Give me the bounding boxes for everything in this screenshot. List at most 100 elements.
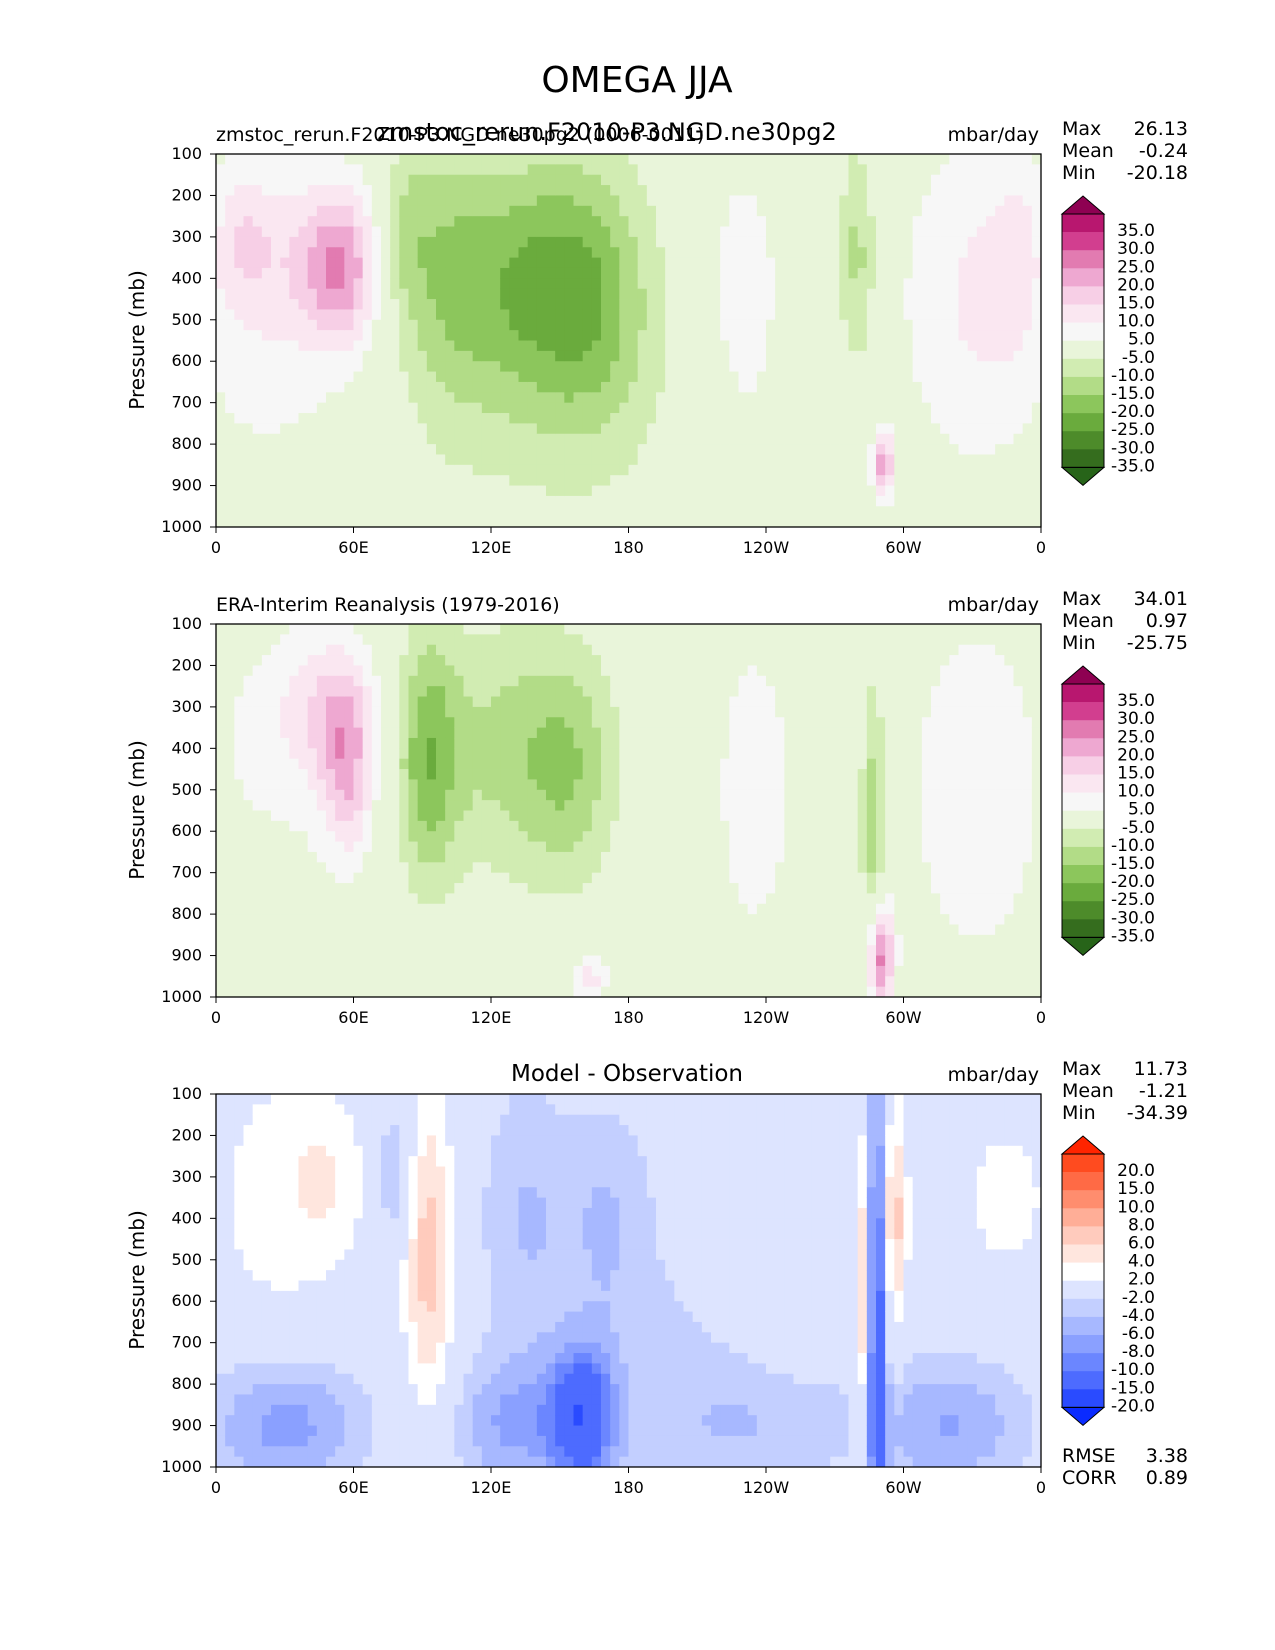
field-cell xyxy=(921,164,932,176)
field-cell xyxy=(601,820,611,832)
field-cell xyxy=(775,350,785,362)
field-cell xyxy=(738,267,749,279)
colorbar-label: -35.0 xyxy=(1111,456,1155,476)
field-cell xyxy=(271,195,281,207)
field-cell xyxy=(463,340,474,352)
field-cell xyxy=(536,247,547,259)
field-cell xyxy=(536,758,547,770)
field-cell xyxy=(335,758,345,770)
field-cell xyxy=(527,706,538,718)
field-cell xyxy=(1013,299,1024,310)
field-cell xyxy=(601,195,611,207)
field-cell xyxy=(555,485,565,497)
field-cell xyxy=(536,164,547,176)
field-cell xyxy=(353,727,364,739)
field-cell xyxy=(665,371,675,383)
field-cell xyxy=(307,495,318,507)
field-cell xyxy=(656,247,666,259)
field-cell xyxy=(564,862,574,874)
field-cell xyxy=(637,485,648,497)
field-cell xyxy=(793,299,804,310)
field-cell xyxy=(949,423,959,435)
field-cell xyxy=(216,924,226,936)
field-cell xyxy=(344,236,354,248)
field-cell xyxy=(298,371,309,383)
field-cell xyxy=(500,381,510,393)
field-cell xyxy=(775,278,785,290)
field-cell xyxy=(527,454,538,466)
field-cell xyxy=(986,257,996,269)
field-cell xyxy=(830,174,840,186)
field-cell xyxy=(967,288,978,300)
field-cell xyxy=(371,851,382,863)
field-cell xyxy=(601,267,611,279)
field-cell xyxy=(885,371,895,383)
field-cell xyxy=(426,423,437,435)
field-cell xyxy=(582,810,593,822)
field-cell xyxy=(775,164,785,176)
field-cell xyxy=(280,288,290,300)
field-cell xyxy=(472,675,483,687)
field-cell xyxy=(573,841,584,853)
field-cell xyxy=(949,278,959,290)
field-cell xyxy=(417,495,428,507)
field-cell xyxy=(967,464,978,476)
field-cell xyxy=(912,506,923,518)
field-cell xyxy=(344,319,354,331)
field-cell xyxy=(573,309,584,321)
field-cell xyxy=(252,330,263,341)
field-cell xyxy=(481,506,492,518)
field-cell xyxy=(555,883,565,894)
field-cell xyxy=(271,965,281,977)
field-cell xyxy=(381,893,391,905)
field-cell xyxy=(408,267,419,279)
field-cell xyxy=(436,665,446,677)
field-cell xyxy=(674,495,684,507)
field-cell xyxy=(381,965,391,977)
field-cell xyxy=(564,831,574,842)
field-cell xyxy=(601,758,611,770)
field-cell xyxy=(307,841,318,853)
field-cell xyxy=(500,444,510,455)
field-cell xyxy=(610,185,620,196)
field-cell xyxy=(656,195,666,207)
field-cell xyxy=(976,475,987,486)
field-cell xyxy=(1013,423,1024,435)
field-cell xyxy=(601,644,611,656)
field-cell xyxy=(500,945,510,956)
field-cell xyxy=(371,883,382,894)
field-cell xyxy=(637,464,648,476)
field-cell xyxy=(775,454,785,466)
field-cell xyxy=(316,924,327,936)
field-cell xyxy=(610,634,620,646)
field-cell xyxy=(426,841,437,853)
field-cell xyxy=(1013,226,1024,238)
field-cell xyxy=(921,174,932,186)
field-cell xyxy=(335,444,345,455)
field-cell xyxy=(280,236,290,248)
field-cell xyxy=(546,444,556,455)
field-cell xyxy=(463,516,474,528)
field-cell xyxy=(362,299,373,310)
field-cell xyxy=(399,976,409,988)
field-cell xyxy=(591,247,602,259)
field-cell xyxy=(417,665,428,677)
field-cell xyxy=(390,841,400,853)
field-cell xyxy=(903,174,914,186)
field-cell xyxy=(335,655,345,666)
field-cell xyxy=(399,433,409,445)
field-cell xyxy=(326,516,336,528)
field-cell xyxy=(445,841,455,853)
field-cell xyxy=(261,392,272,404)
field-cell xyxy=(445,267,455,279)
field-cell xyxy=(481,288,492,300)
field-cell xyxy=(591,185,602,196)
field-cell xyxy=(619,986,629,998)
field-cell xyxy=(225,350,235,362)
field-cell xyxy=(371,506,382,518)
field-cell xyxy=(289,361,299,372)
field-cell xyxy=(509,914,519,925)
field-cell xyxy=(802,267,813,279)
field-cell xyxy=(261,800,272,811)
field-cell xyxy=(976,267,987,279)
